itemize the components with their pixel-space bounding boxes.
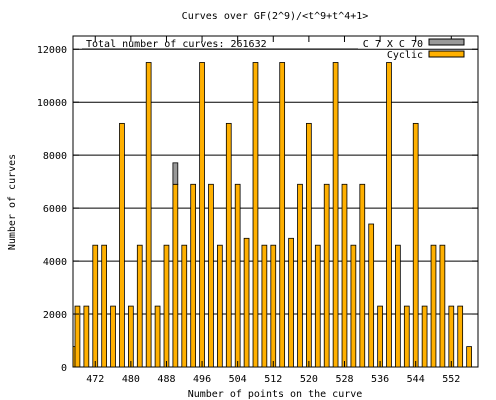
bar-cyclic [288, 237, 294, 368]
bar-cyclic [217, 244, 223, 368]
bar-cyclic [128, 305, 134, 368]
bar-cyclic [145, 62, 152, 368]
bar-cyclic [377, 305, 383, 368]
bar-cyclic [252, 62, 259, 368]
bar-cyclic [83, 305, 90, 368]
total-curves-annotation: Total number of curves: 261632 [86, 39, 267, 50]
y-tick-label: 12000 [37, 45, 67, 56]
y-axis-label: Number of curves [7, 154, 18, 250]
chart-title: Curves over GF(2^9)/<t^9+t^4+1> [182, 11, 369, 22]
bar-cyclic [234, 183, 241, 368]
bar-cyclic [457, 305, 464, 368]
x-tick-label: 472 [86, 374, 104, 385]
bar-cyclic [110, 305, 116, 368]
bar-cyclic [395, 244, 401, 368]
bar-cyclic [243, 237, 250, 368]
bar-c7xc70 [172, 162, 179, 185]
bar-cyclic [421, 305, 428, 368]
bar-cyclic [163, 244, 170, 368]
y-tick-label: 4000 [43, 257, 67, 268]
bar-cyclic [466, 346, 472, 368]
bar-cyclic [92, 244, 99, 368]
bar-cyclic [225, 122, 232, 368]
legend-swatch-c7xc70 [428, 38, 465, 46]
bar-cyclic [403, 305, 410, 368]
x-tick-label: 520 [300, 374, 318, 385]
bar-cyclic [439, 244, 446, 368]
bar-cyclic [412, 122, 419, 368]
bar-cyclic [332, 62, 339, 368]
y-tick-label: 2000 [43, 310, 67, 321]
y-axis: 0 2000 4000 6000 8000 10000 12000 [37, 45, 478, 374]
y-tick-label: 6000 [43, 204, 67, 215]
legend: C 7 X C 70 Cyclic [363, 38, 465, 61]
bar-cyclic [270, 244, 277, 368]
y-tick-label: 10000 [37, 98, 67, 109]
x-axis-label: Number of points on the curve [188, 389, 363, 400]
x-tick-label: 528 [335, 374, 353, 385]
bar-cyclic [386, 62, 392, 368]
x-tick-label: 536 [371, 374, 389, 385]
bar-cyclic [261, 244, 268, 368]
x-tick-label: 504 [229, 374, 247, 385]
bar-cyclic [190, 183, 197, 368]
bar-cyclic [448, 305, 455, 368]
bar-cyclic [136, 244, 143, 368]
x-axis: 472 480 488 496 504 512 520 528 536 544 552 [86, 36, 460, 385]
x-tick-label: 544 [407, 374, 425, 385]
bar-cyclic [199, 62, 205, 368]
x-tick-label: 488 [157, 374, 175, 385]
bars [72, 62, 472, 368]
bar-cyclic [359, 183, 366, 368]
bar-cyclic [119, 122, 125, 368]
x-tick-label: 512 [264, 374, 282, 385]
x-tick-label: 496 [193, 374, 211, 385]
bar-cyclic [101, 244, 108, 368]
bar-cyclic [154, 305, 161, 368]
bar-cyclic [430, 244, 437, 368]
bar-cyclic [314, 244, 321, 368]
bar-cyclic [306, 122, 312, 368]
bar-cyclic [323, 183, 330, 368]
bar-cyclic [368, 223, 375, 368]
bar-cyclic [208, 183, 214, 368]
bar-cyclic [297, 183, 303, 368]
bar-cyclic [172, 183, 179, 368]
bar-cyclic [74, 305, 81, 368]
bar-cyclic [350, 244, 357, 368]
bar-cyclic [181, 244, 188, 368]
legend-swatch-cyclic [428, 50, 465, 58]
x-tick-label: 480 [122, 374, 140, 385]
y-tick-label: 8000 [43, 151, 67, 162]
bar-cyclic [279, 62, 286, 368]
y-tick-label: 0 [61, 363, 67, 374]
legend-label-cyclic: Cyclic [387, 50, 423, 61]
bar-cyclic [341, 183, 348, 368]
legend-label-c7xc70: C 7 X C 70 [363, 39, 423, 50]
x-tick-label: 552 [442, 374, 460, 385]
